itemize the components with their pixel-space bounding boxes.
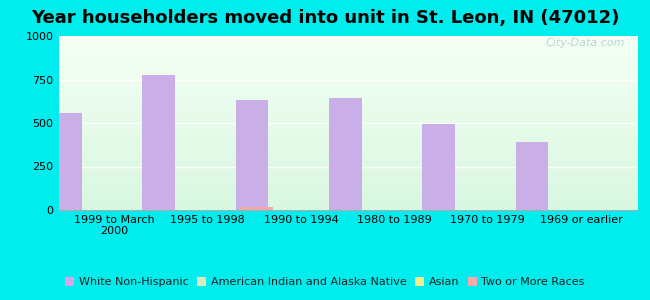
Text: Year householders moved into unit in St. Leon, IN (47012): Year householders moved into unit in St.…	[31, 9, 619, 27]
Bar	[49, 113, 82, 210]
Bar	[515, 142, 549, 210]
Text: City-Data.com: City-Data.com	[546, 38, 625, 48]
Legend: White Non-Hispanic, American Indian and Alaska Native, Asian, Two or More Races: White Non-Hispanic, American Indian and …	[61, 272, 589, 291]
Bar	[236, 100, 268, 210]
Bar	[422, 124, 455, 210]
Bar	[142, 75, 175, 210]
Bar	[240, 207, 273, 210]
Bar	[329, 98, 362, 210]
